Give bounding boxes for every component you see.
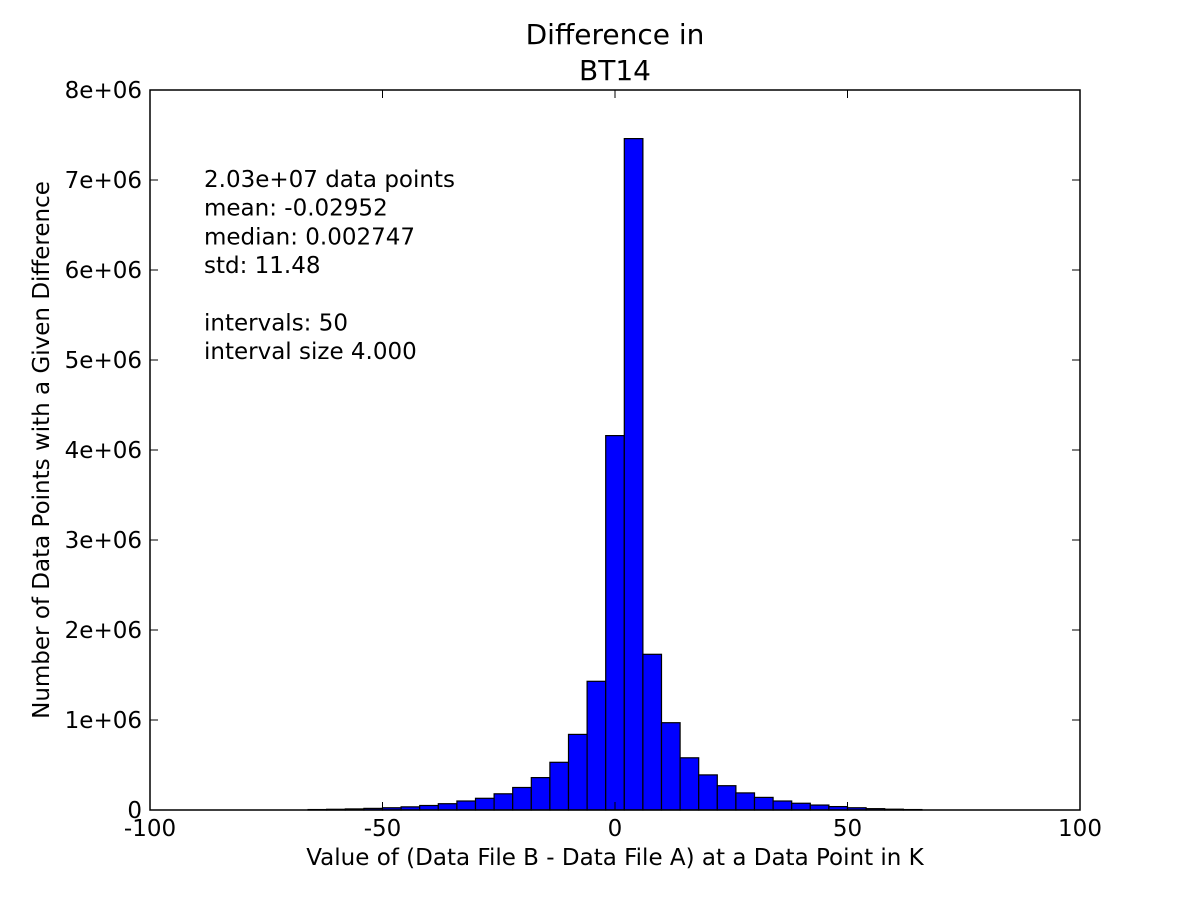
y-tick-label-8: 8e+06 bbox=[65, 78, 142, 104]
x-tick-label-0: -100 bbox=[124, 816, 176, 842]
histogram-bar-7 bbox=[437, 803, 458, 811]
x-axis-tick-labels: -100 -50 0 50 100 bbox=[124, 816, 1102, 842]
stats-annotation: 2.03e+07 data points mean: -0.02952median… bbox=[204, 167, 455, 365]
x-tick-label-2: 0 bbox=[608, 816, 623, 842]
x-axis-label: Value of (Data File B - Data File A) at … bbox=[306, 845, 924, 871]
x-tick-label-1: -50 bbox=[364, 816, 402, 842]
stats-line-1: mean: -0.02952 bbox=[204, 196, 388, 222]
histogram-bar-18 bbox=[642, 653, 663, 811]
histogram-bar-12 bbox=[530, 776, 551, 811]
histogram-bar-22 bbox=[716, 785, 737, 811]
y-axis-label: Number of Data Points with a Given Diffe… bbox=[29, 181, 55, 719]
stats-line-3: std: 11.48 bbox=[204, 253, 321, 279]
histogram-bar-17 bbox=[623, 138, 644, 811]
chart-title-line-2: BT14 bbox=[579, 54, 651, 87]
y-tick-label-4: 4e+06 bbox=[65, 438, 142, 464]
histogram-bar-9 bbox=[474, 797, 495, 811]
histogram-bar-20 bbox=[679, 757, 700, 811]
histogram-bar-26 bbox=[791, 802, 811, 811]
stats-line-2: median: 0.002747 bbox=[204, 224, 415, 250]
histogram-bar-13 bbox=[549, 761, 570, 811]
histogram-bar-14 bbox=[567, 733, 588, 811]
histogram-bar-10 bbox=[493, 793, 514, 811]
y-tick-label-6: 6e+06 bbox=[65, 258, 142, 284]
histogram-bar-11 bbox=[512, 786, 532, 811]
histogram-bar-8 bbox=[456, 800, 477, 811]
y-tick-label-2: 2e+06 bbox=[65, 618, 142, 644]
stats-line-6: interval size 4.000 bbox=[204, 339, 417, 365]
y-axis-tick-labels: 0 1e+06 2e+06 3e+06 4e+06 5e+06 6e+06 7e+06 8e+0… bbox=[65, 78, 142, 824]
histogram-bar-21 bbox=[698, 774, 718, 811]
x-tick-label-4: 100 bbox=[1058, 816, 1102, 842]
histogram-bar-15 bbox=[586, 680, 607, 811]
chart-title-line-1: Difference in bbox=[526, 18, 705, 51]
histogram-bar-25 bbox=[772, 800, 793, 811]
chart-title: Difference in BT14 bbox=[526, 18, 705, 87]
axis-ticks bbox=[149, 89, 1081, 811]
histogram-bar-16 bbox=[605, 435, 625, 811]
histogram-bars bbox=[307, 138, 923, 811]
y-tick-label-0: 0 bbox=[127, 798, 142, 824]
x-tick-label-3: 50 bbox=[833, 816, 862, 842]
stats-line-5: intervals: 50 bbox=[204, 311, 348, 337]
stats-line-0: 2.03e+07 data points bbox=[204, 167, 455, 193]
histogram-bar-23 bbox=[735, 792, 756, 811]
y-tick-label-7: 7e+06 bbox=[65, 168, 142, 194]
histogram-bar-24 bbox=[753, 796, 774, 811]
y-tick-label-1: 1e+06 bbox=[65, 708, 142, 734]
histogram-bar-19 bbox=[660, 722, 681, 811]
y-tick-label-3: 3e+06 bbox=[65, 528, 142, 554]
y-tick-label-5: 5e+06 bbox=[65, 348, 142, 374]
